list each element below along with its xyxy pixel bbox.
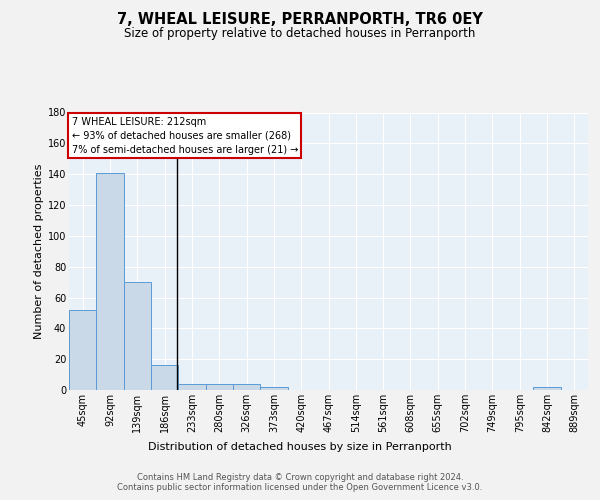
Bar [178,384,206,390]
Bar [233,384,260,390]
Text: Size of property relative to detached houses in Perranporth: Size of property relative to detached ho… [124,28,476,40]
Text: Distribution of detached houses by size in Perranporth: Distribution of detached houses by size … [148,442,452,452]
Bar [151,366,178,390]
Text: 7 WHEAL LEISURE: 212sqm
← 93% of detached houses are smaller (268)
7% of semi-de: 7 WHEAL LEISURE: 212sqm ← 93% of detache… [71,116,298,154]
Text: 7, WHEAL LEISURE, PERRANPORTH, TR6 0EY: 7, WHEAL LEISURE, PERRANPORTH, TR6 0EY [117,12,483,28]
Bar [69,310,97,390]
Bar [124,282,151,390]
Bar [533,387,560,390]
Bar [260,387,287,390]
Bar [97,172,124,390]
Text: Contains HM Land Registry data © Crown copyright and database right 2024.
Contai: Contains HM Land Registry data © Crown c… [118,472,482,492]
Y-axis label: Number of detached properties: Number of detached properties [34,164,44,339]
Bar [206,384,233,390]
